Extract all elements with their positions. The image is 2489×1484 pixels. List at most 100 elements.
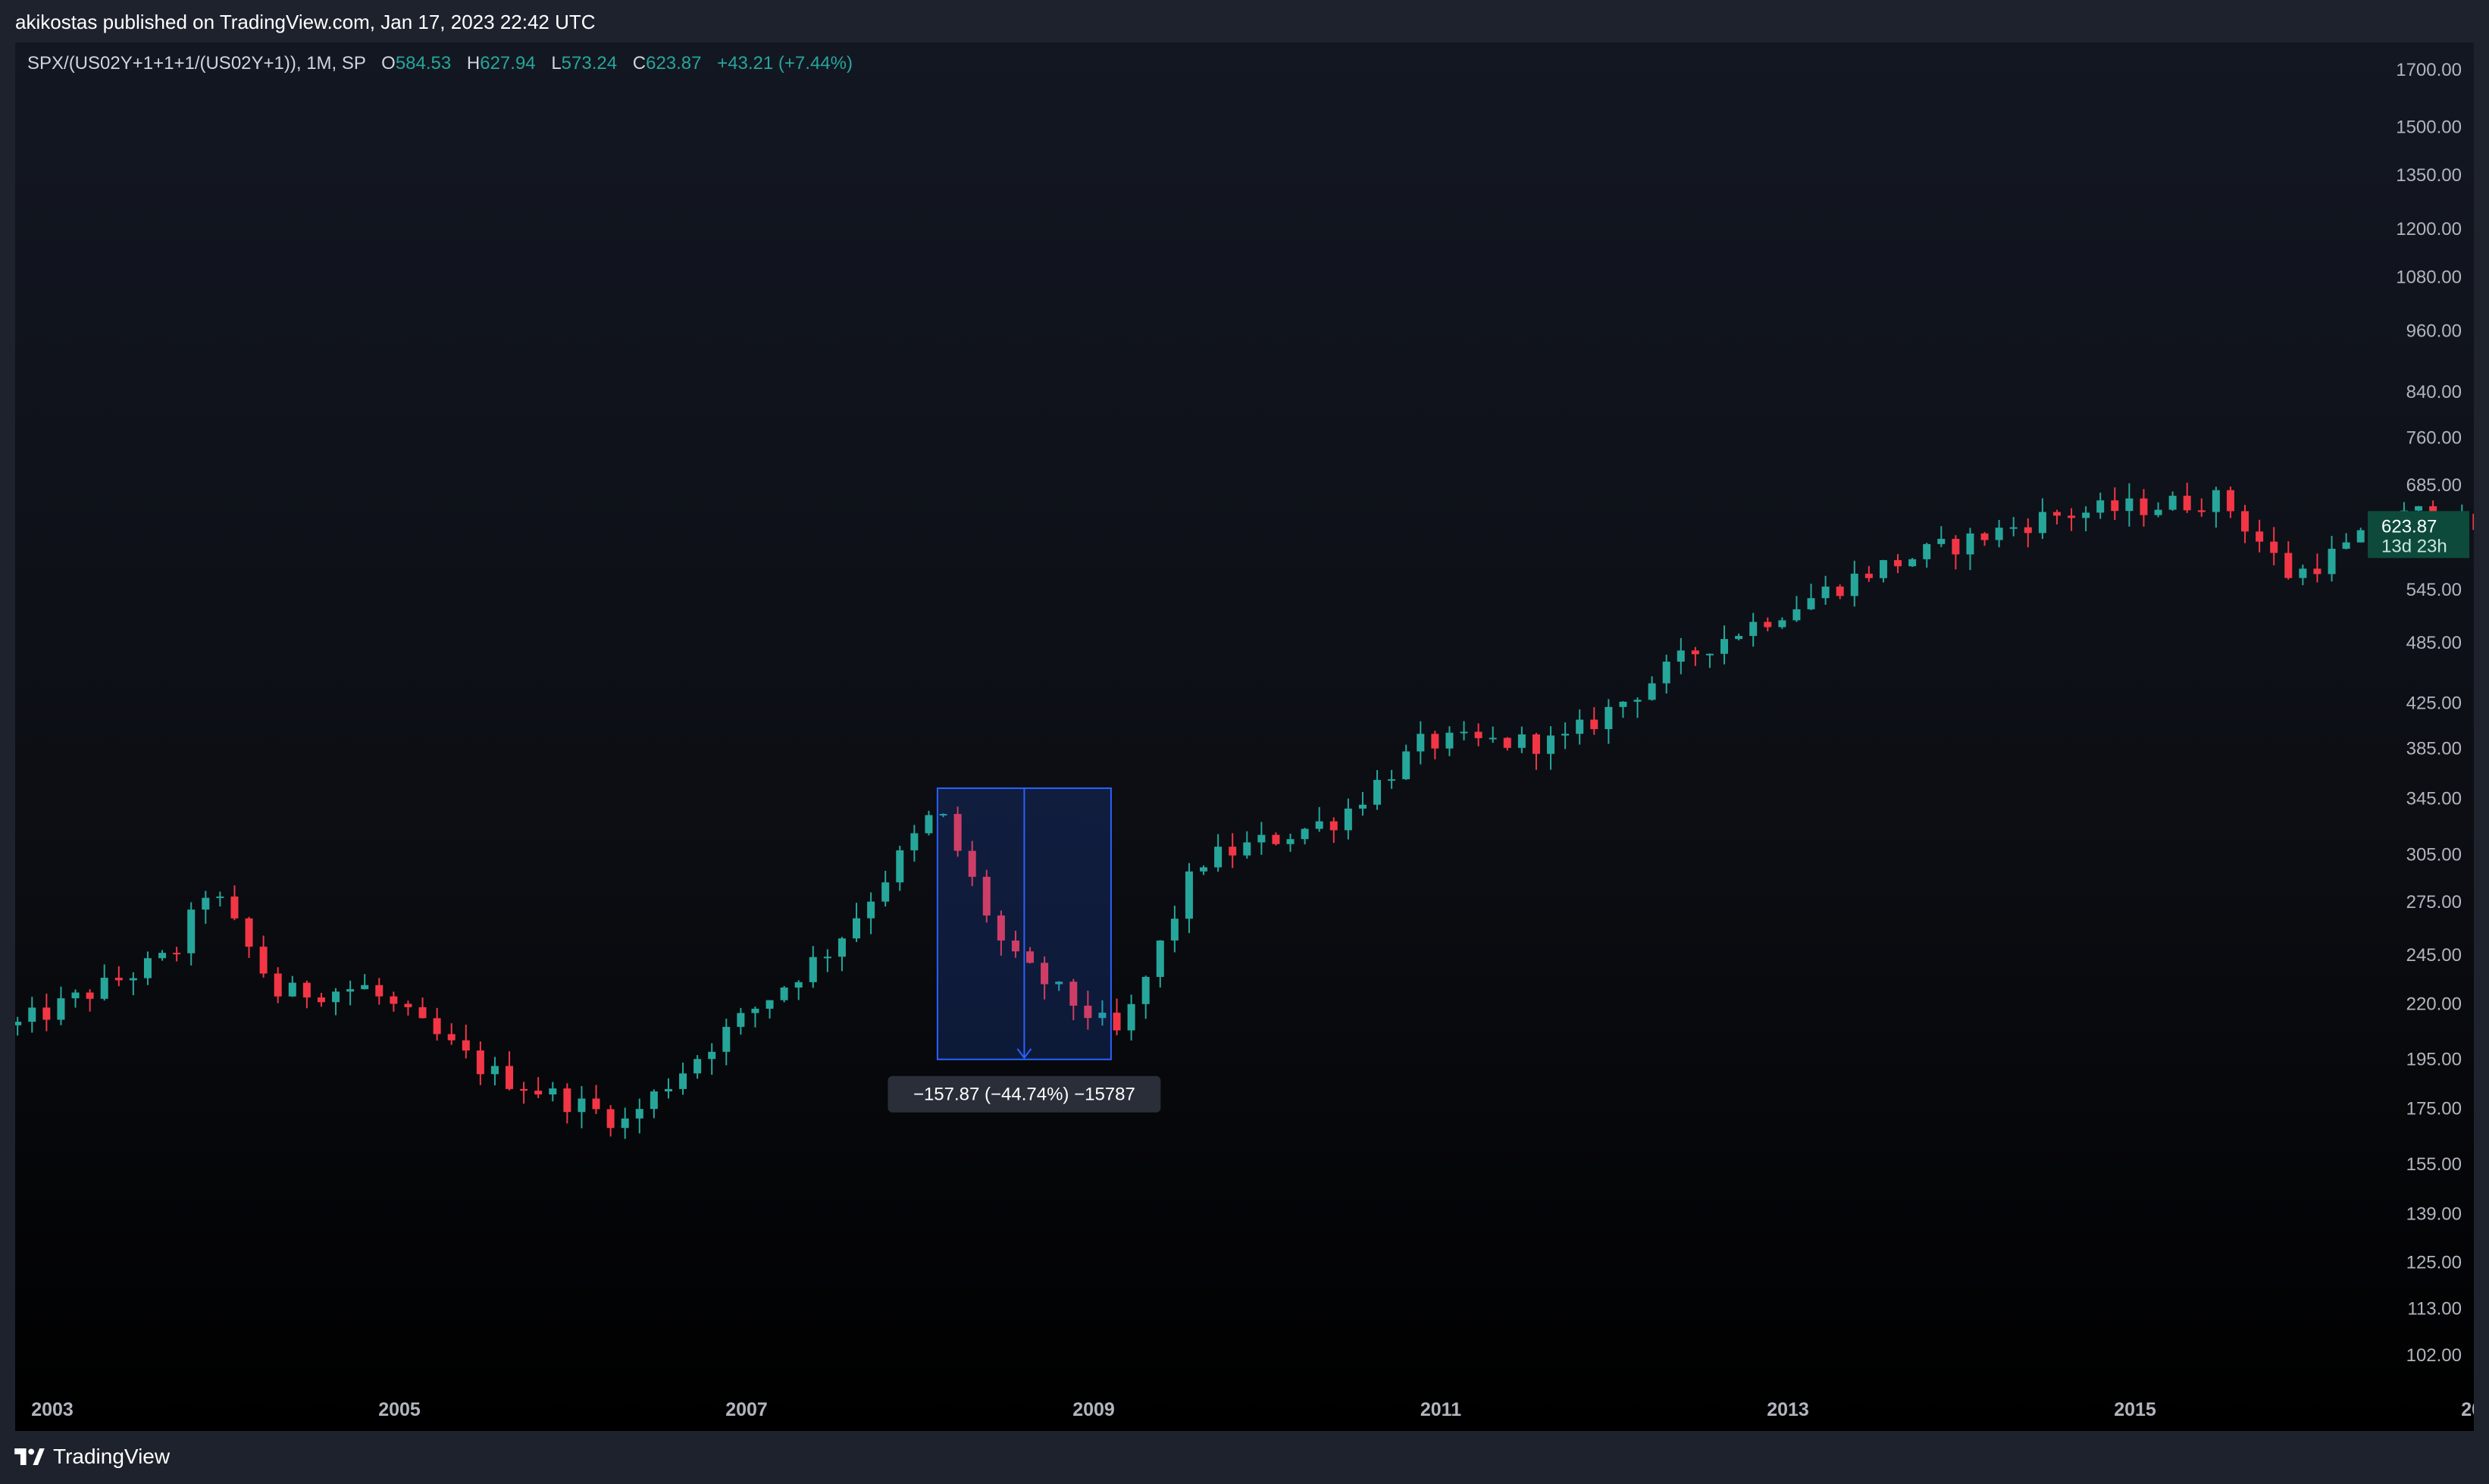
candle-body — [1286, 839, 1295, 844]
candle-body — [2168, 496, 2177, 510]
candle — [1417, 721, 1425, 765]
candle-body — [520, 1088, 528, 1091]
candle-body — [534, 1091, 543, 1095]
candle-body — [447, 1034, 456, 1041]
candle — [57, 986, 65, 1025]
symbol-label[interactable]: SPX/(US02Y+1+1+1/(US02Y+1)), 1M, SP — [27, 53, 366, 74]
y-tick-label: 125.00 — [2406, 1253, 2462, 1273]
candle — [1749, 612, 1758, 647]
candle-body — [1460, 731, 1468, 734]
y-tick-label: 1700.00 — [2396, 60, 2462, 80]
candle — [1576, 709, 1584, 745]
tradingview-logo[interactable]: TradingView — [14, 1445, 170, 1469]
candle-body — [953, 813, 962, 851]
candle — [158, 950, 167, 961]
candle — [1272, 832, 1280, 846]
y-tick-label: 195.00 — [2406, 1049, 2462, 1069]
candle-body — [1764, 621, 1772, 628]
candle — [216, 891, 224, 906]
candle — [1055, 981, 1063, 991]
candle — [2270, 527, 2278, 565]
x-tick-label: 2017 — [2461, 1399, 2474, 1420]
candle — [2472, 513, 2474, 531]
candle-body — [2241, 511, 2249, 532]
candle-body — [2082, 512, 2090, 518]
candle-body — [418, 1007, 427, 1019]
candle-body — [1011, 940, 1019, 952]
candle-body — [549, 1088, 557, 1095]
candle-body — [1778, 620, 1786, 628]
candle-body — [2284, 553, 2293, 578]
candle — [1778, 617, 1786, 629]
y-tick-label: 485.00 — [2406, 633, 2462, 653]
candle — [1358, 791, 1367, 816]
bottom-bar: TradingView — [0, 1431, 2489, 1484]
y-tick-label: 385.00 — [2406, 738, 2462, 759]
candle-body — [1605, 706, 1613, 729]
candle — [1402, 744, 1410, 781]
candle — [925, 810, 933, 836]
candle — [1098, 1000, 1107, 1026]
candle — [809, 946, 817, 988]
candle — [2154, 502, 2162, 518]
candle — [1373, 770, 1382, 810]
candle-body — [650, 1091, 658, 1110]
candle-body — [245, 918, 253, 947]
candle — [418, 997, 427, 1019]
candle — [1243, 831, 1251, 859]
candle — [1662, 654, 1670, 694]
candle-body — [592, 1098, 600, 1110]
candle-body — [1532, 734, 1540, 754]
candle — [1503, 737, 1511, 751]
candle — [2096, 492, 2105, 519]
candle — [549, 1082, 557, 1102]
candle-body — [2256, 531, 2264, 542]
y-tick-label: 305.00 — [2406, 845, 2462, 866]
candle-body — [1474, 731, 1482, 738]
candle-body — [274, 973, 282, 997]
tradingview-brand: TradingView — [53, 1445, 171, 1468]
candle-body — [2226, 490, 2234, 512]
candle-body — [823, 956, 831, 959]
candle-body — [187, 909, 196, 953]
y-tick-label: 139.00 — [2406, 1204, 2462, 1225]
candle — [361, 974, 369, 990]
candle — [853, 903, 861, 942]
y-tick-label: 960.00 — [2406, 321, 2462, 341]
candle-body — [765, 1000, 774, 1009]
candle — [1879, 559, 1887, 583]
candle-body — [173, 953, 181, 955]
candle — [1966, 528, 1974, 571]
candle-body — [361, 985, 369, 990]
candle-body — [1952, 538, 1960, 555]
candle-body — [881, 882, 890, 902]
measurement-label-bg — [888, 1075, 1161, 1113]
candle-body — [1836, 586, 1844, 596]
candle — [332, 988, 340, 1016]
candle-body — [490, 1066, 499, 1075]
candle-body — [1749, 621, 1758, 637]
candle — [1980, 531, 1989, 546]
candle-body — [578, 1098, 586, 1113]
candle — [1460, 721, 1468, 740]
candle — [780, 985, 788, 1003]
candle — [968, 841, 976, 887]
candle — [1720, 625, 1729, 665]
candle — [664, 1078, 672, 1099]
candle — [1445, 726, 1454, 756]
candle-body — [42, 1007, 51, 1020]
candle — [346, 980, 355, 1006]
candle — [28, 997, 36, 1033]
candle — [2226, 487, 2234, 518]
candle-body — [462, 1040, 470, 1051]
candle-body — [2212, 490, 2220, 512]
chart-area[interactable]: −157.87 (−44.74%) −15787−971.58 (−64.43%… — [15, 42, 2474, 1431]
candle-body — [57, 998, 65, 1020]
price-tag-value: 623.87 — [2381, 516, 2437, 537]
price-chart[interactable]: −157.87 (−44.74%) −15787−971.58 (−64.43%… — [15, 42, 2474, 1431]
candle-body — [1200, 867, 1208, 872]
candle — [982, 869, 991, 923]
candle-body — [1229, 847, 1237, 856]
candle — [173, 947, 181, 962]
candle-body — [1619, 701, 1627, 707]
